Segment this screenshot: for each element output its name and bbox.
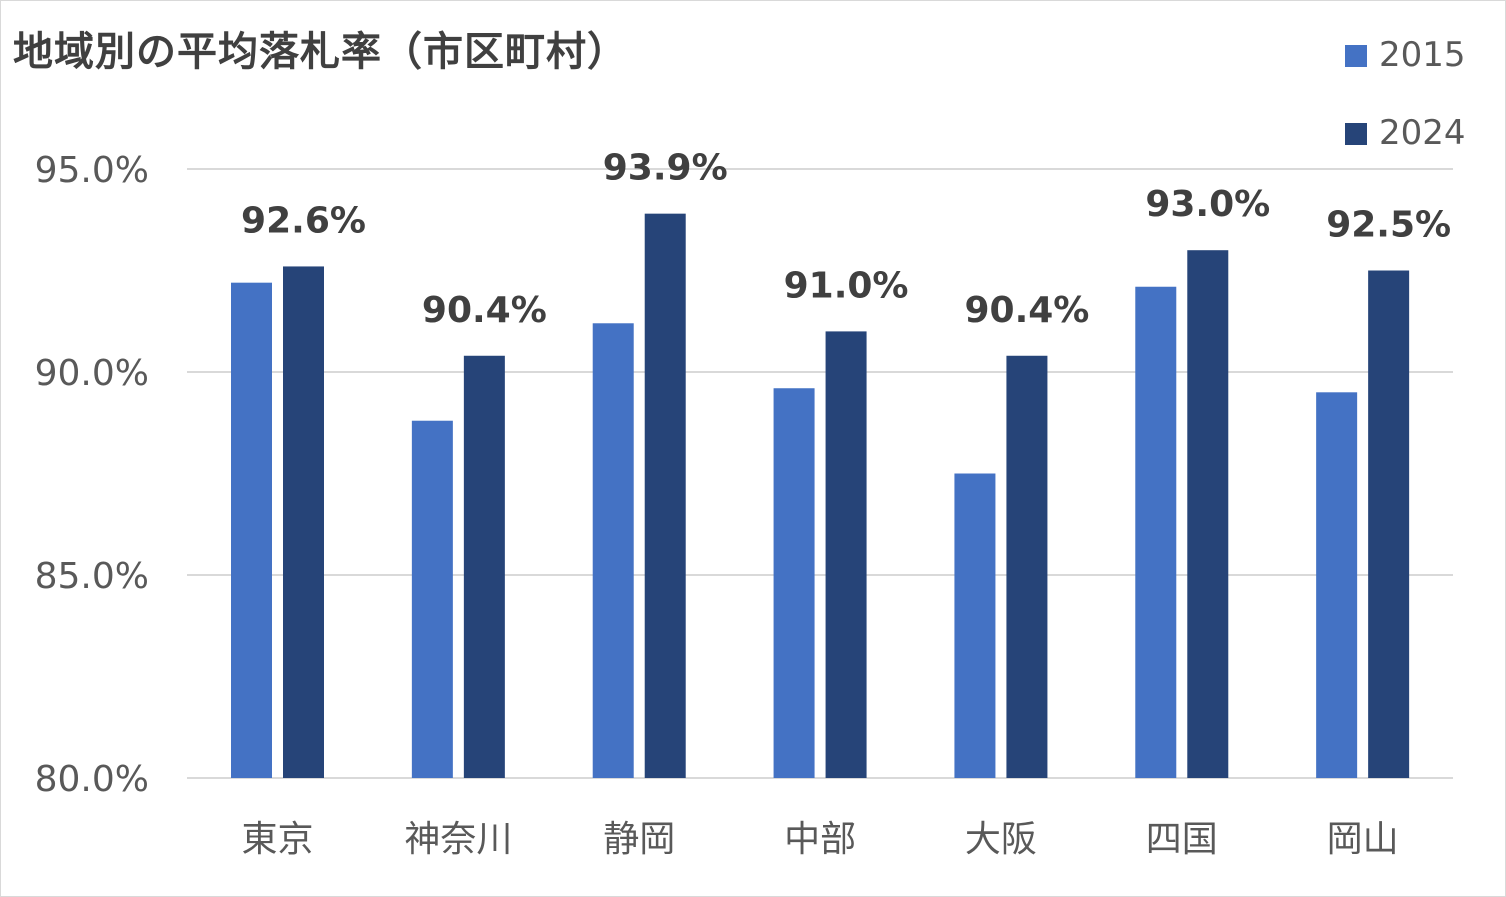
bar-2024-4	[1006, 355, 1048, 778]
data-label-2024-1: 90.4%	[422, 290, 547, 331]
data-label-2024-3: 91.0%	[784, 265, 909, 306]
bar-2015-0	[231, 282, 272, 778]
y-tick-label: 85.0%	[35, 556, 149, 597]
bar-2024-5	[1187, 250, 1229, 778]
legend-label-2024: 2024	[1379, 113, 1466, 153]
legend-label-2015: 2015	[1379, 35, 1466, 75]
data-label-2024-6: 92.5%	[1326, 205, 1451, 246]
gridlines	[187, 168, 1453, 779]
data-labels: 92.6% 90.4% 93.9% 91.0% 90.4% 93.0% 92.5%	[241, 148, 1451, 331]
bar-2024-2	[644, 213, 686, 778]
y-axis-tick-labels: 80.0% 85.0% 90.0% 95.0%	[35, 150, 149, 800]
y-tick-label: 90.0%	[35, 353, 149, 394]
category-label: 東京	[241, 819, 313, 860]
data-label-2024-5: 93.0%	[1145, 184, 1270, 225]
bar-2015-5	[1135, 286, 1177, 778]
data-label-2024-0: 92.6%	[241, 200, 366, 241]
category-label: 大阪	[965, 819, 1037, 860]
bar-2015-3	[773, 388, 815, 778]
y-tick-label: 80.0%	[35, 759, 149, 800]
bars	[231, 213, 1410, 778]
x-axis-category-labels: 東京 神奈川 静岡 中部 大阪 四国 岡山	[241, 819, 1398, 860]
bar-2015-1	[411, 420, 453, 778]
category-label: 神奈川	[404, 819, 512, 860]
data-label-2024-4: 90.4%	[964, 290, 1089, 331]
y-tick-label: 95.0%	[35, 150, 149, 191]
bar-2024-1	[463, 355, 505, 778]
bar-2024-0	[283, 266, 324, 778]
bar-2024-6	[1368, 270, 1410, 778]
category-label: 岡山	[1327, 819, 1399, 860]
legend-swatch-2015	[1345, 45, 1367, 67]
bar-2015-6	[1316, 392, 1358, 778]
category-label: 四国	[1146, 819, 1218, 860]
category-label: 中部	[784, 819, 856, 860]
legend-swatch-2024	[1345, 123, 1367, 145]
data-label-2024-2: 93.9%	[603, 148, 728, 189]
chart-title: 地域別の平均落札率（市区町村）	[13, 29, 628, 75]
bar-2024-3	[825, 331, 867, 778]
bar-2015-4	[954, 473, 996, 778]
bar-2015-2	[592, 323, 634, 778]
category-label: 静岡	[603, 819, 675, 860]
